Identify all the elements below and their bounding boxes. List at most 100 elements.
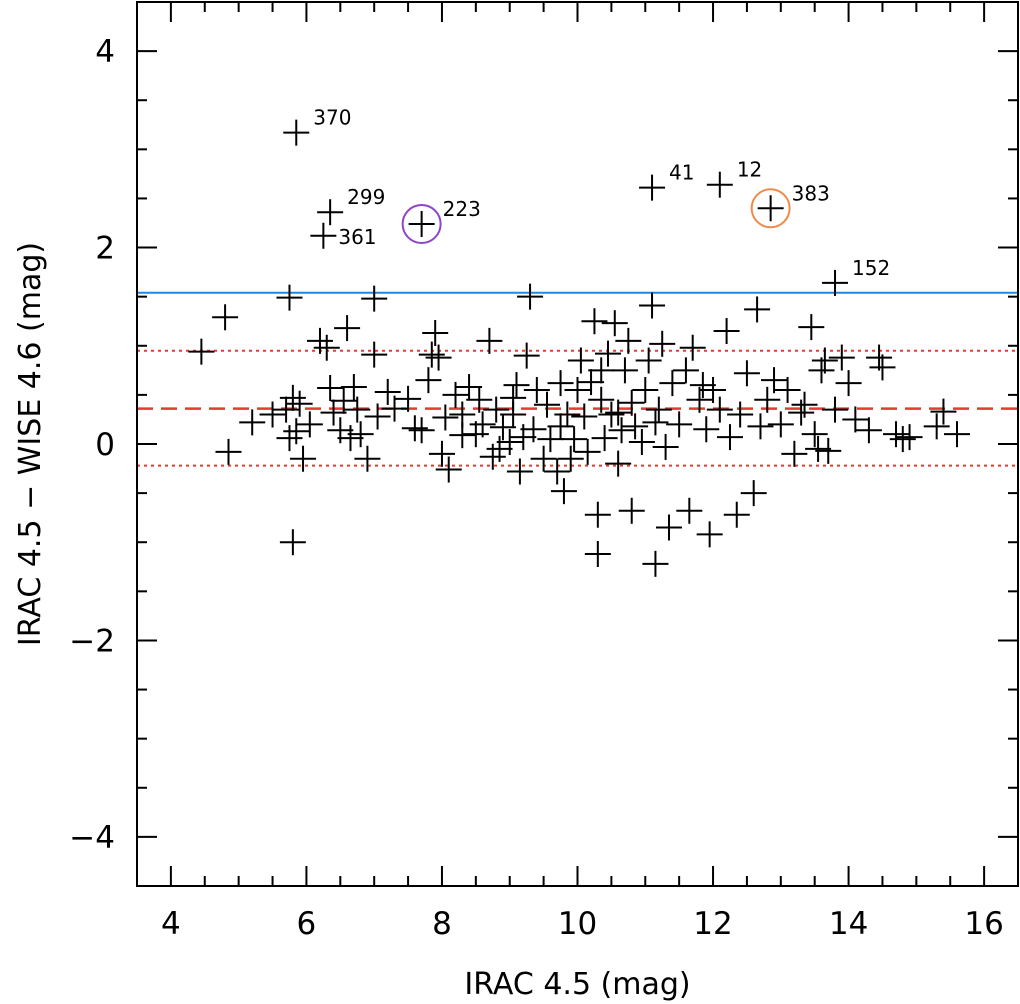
data-point <box>601 310 628 337</box>
data-point <box>428 440 455 467</box>
x-tick-label: 14 <box>829 906 868 942</box>
data-point <box>547 370 574 397</box>
data-point <box>354 445 381 472</box>
highlight-circle-223 <box>401 203 442 244</box>
data-point <box>781 440 808 467</box>
point-label-223: 223 <box>443 197 481 221</box>
x-tick-label: 6 <box>297 906 317 942</box>
data-point <box>506 458 533 485</box>
data-point <box>588 386 615 413</box>
data-point <box>693 416 720 443</box>
data-point <box>330 387 357 414</box>
y-tick-label: −2 <box>69 623 115 659</box>
data-point <box>727 401 754 428</box>
data-point <box>774 376 801 403</box>
data-point <box>435 456 462 483</box>
data-point <box>896 424 923 451</box>
data-point <box>513 342 540 369</box>
data-point <box>618 389 645 416</box>
data-point <box>273 396 300 423</box>
data-point <box>747 413 774 440</box>
data-point <box>486 435 513 462</box>
data-point-223 <box>408 210 435 237</box>
data-point <box>344 396 371 423</box>
data-point <box>618 497 645 524</box>
data-point <box>561 426 588 453</box>
point-label-152: 152 <box>852 256 890 280</box>
data-point <box>716 424 743 451</box>
x-tick-label: 16 <box>964 906 1003 942</box>
data-point <box>276 284 303 311</box>
data-point <box>588 357 615 384</box>
data-point <box>639 292 666 319</box>
data-point-361 <box>310 222 337 249</box>
data-point <box>788 399 815 426</box>
data-point <box>622 413 649 440</box>
data-point <box>944 421 971 448</box>
data-point <box>635 347 662 374</box>
data-point <box>696 521 723 548</box>
data-point <box>374 378 401 405</box>
data-point <box>554 401 581 428</box>
data-point <box>408 417 435 444</box>
data-point <box>706 396 733 423</box>
data-point <box>611 357 638 384</box>
data-point <box>279 529 306 556</box>
data-point <box>791 391 818 418</box>
data-point <box>645 396 672 423</box>
data-point <box>666 411 693 438</box>
data-point <box>632 376 659 403</box>
y-tick-label: 0 <box>95 427 115 463</box>
data-point <box>842 406 869 433</box>
highlight-circle-383 <box>750 188 791 229</box>
data-point <box>581 308 608 335</box>
data-point <box>815 437 842 464</box>
data-point <box>642 409 669 436</box>
labeled-points: 370 299 361 223 41 12 383 152 <box>283 106 890 296</box>
data-point <box>442 381 469 408</box>
x-tick-label: 4 <box>161 906 181 942</box>
data-point <box>425 344 452 371</box>
data-point <box>567 347 594 374</box>
data-point <box>279 384 306 411</box>
data-point <box>591 425 618 452</box>
data-point <box>212 304 239 331</box>
point-label-383: 383 <box>792 181 830 205</box>
data-point <box>754 386 781 413</box>
data-point <box>700 376 727 403</box>
data-point <box>401 415 428 442</box>
data-point-383 <box>757 195 784 222</box>
data-points <box>188 283 971 577</box>
point-label-299: 299 <box>347 185 385 209</box>
data-point <box>320 399 347 426</box>
data-point <box>361 341 388 368</box>
data-point <box>679 334 706 361</box>
data-point <box>517 283 544 310</box>
data-point <box>659 370 686 397</box>
x-axis-title: IRAC 4.5 (mag) <box>464 967 690 1002</box>
data-point <box>347 421 374 448</box>
data-point <box>883 421 910 448</box>
data-point <box>483 396 510 423</box>
data-point <box>801 421 828 448</box>
data-point <box>306 327 333 354</box>
data-point-41 <box>639 174 666 201</box>
y-tick-label: 2 <box>95 231 115 267</box>
data-point <box>767 411 794 438</box>
data-point <box>476 327 503 354</box>
data-point <box>537 426 564 453</box>
x-tick-label: 12 <box>693 906 732 942</box>
data-point <box>649 330 676 357</box>
data-point <box>655 514 682 541</box>
data-point <box>489 414 516 441</box>
data-point <box>296 411 323 438</box>
data-point <box>594 340 621 367</box>
data-point <box>523 376 550 403</box>
data-point <box>761 367 788 394</box>
data-point <box>811 347 838 374</box>
data-point <box>286 390 313 417</box>
data-point-299 <box>317 199 344 226</box>
y-tick-label: −4 <box>69 820 115 856</box>
data-point <box>449 422 476 449</box>
